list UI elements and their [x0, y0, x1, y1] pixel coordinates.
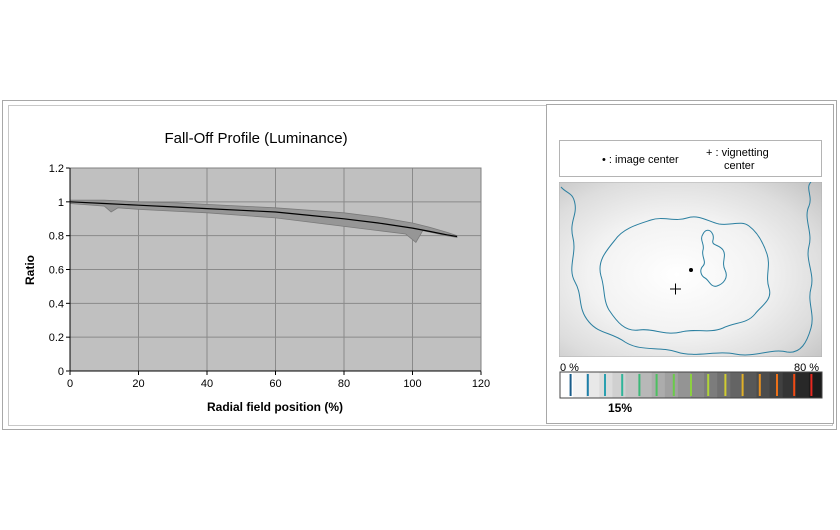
x-tick-label: 80: [338, 378, 350, 390]
x-tick-label: 0: [67, 378, 73, 390]
x-tick-label: 40: [201, 378, 213, 390]
falloff-chart: Fall-Off Profile (Luminance) 0 0.2 0.4 0.6 0…: [23, 130, 490, 414]
image-center-dot: [689, 268, 693, 272]
scale-max-label: 80 %: [794, 362, 820, 374]
scale-swatch: [651, 372, 666, 398]
scale-swatch: [756, 372, 771, 398]
scale-swatch: [664, 372, 679, 398]
scale-swatch: [612, 372, 626, 398]
x-tick-label: 20: [132, 378, 144, 390]
scale-swatch: [691, 372, 705, 398]
vignetting-center-cross: [670, 283, 681, 295]
legend-image-center: • : image center: [602, 154, 679, 166]
scale-swatch: [573, 372, 587, 398]
scale-swatch: [717, 372, 731, 398]
scale-swatch: [638, 372, 653, 398]
legend-vignetting-center: + : vignetting: [706, 147, 769, 159]
x-axis-label: Radial field position (%): [207, 400, 343, 414]
scale-swatch: [586, 372, 600, 398]
scale-swatch: [782, 372, 797, 398]
legend-vignetting-center-cont: center: [724, 160, 755, 172]
scale-swatch: [704, 372, 718, 398]
variation-band: [69, 199, 458, 244]
x-tick-label: 100: [403, 378, 421, 390]
x-tick-label: 120: [472, 378, 490, 390]
y-tick-label: 1.2: [49, 163, 64, 175]
y-tick-label: 0.8: [49, 231, 64, 243]
scale-swatch: [677, 372, 692, 398]
y-tick-label: 0: [58, 366, 64, 378]
y-tick-label: 0.6: [49, 265, 64, 277]
mean-falloff-line: [69, 201, 458, 238]
scale-swatch: [795, 372, 810, 398]
y-axis-label: Ratio: [23, 255, 37, 285]
y-tick-label: 1: [58, 197, 64, 209]
y-tick-label: 0.2: [49, 332, 64, 344]
contour-inner: [599, 216, 771, 334]
scale-swatch: [730, 372, 744, 398]
map-legend: • : image center + : vignetting center: [559, 140, 822, 177]
scale-swatch: [599, 372, 613, 398]
selected-level-label[interactable]: 15%: [608, 401, 633, 415]
scale-min-label: 0 %: [560, 362, 579, 374]
scale-border: [559, 371, 823, 399]
y-tick-label: 0.4: [49, 298, 64, 310]
falloff-scale: [559, 371, 823, 399]
contour-outer: [560, 182, 813, 356]
scale-swatch: [743, 372, 757, 398]
vignetting-map: [559, 182, 822, 357]
scale-swatch: [625, 372, 640, 398]
x-tick-label: 60: [269, 378, 281, 390]
contour-center: [700, 229, 727, 287]
chart-title: Fall-Off Profile (Luminance): [164, 130, 347, 147]
